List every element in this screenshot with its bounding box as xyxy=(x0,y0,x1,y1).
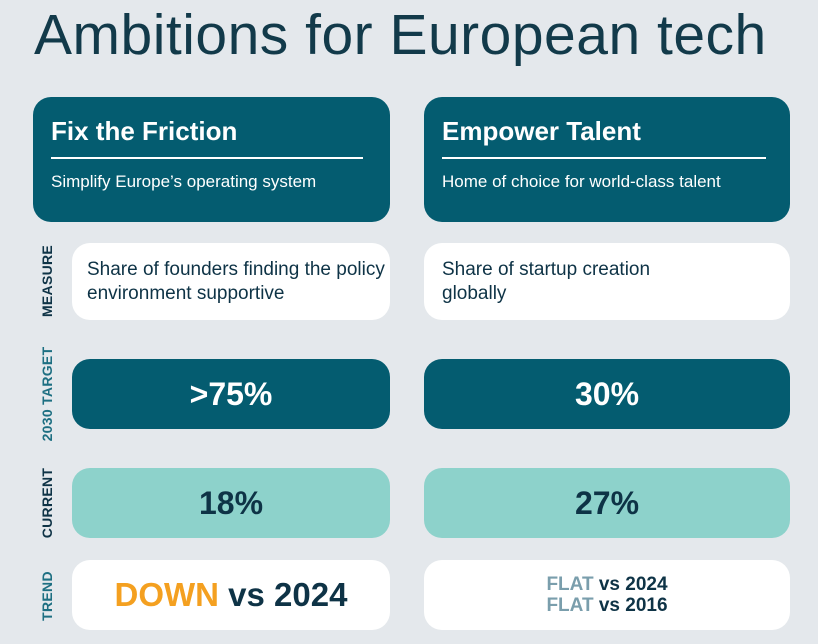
trend-comparison: vs 2024 xyxy=(593,574,668,595)
row-label-trend: TREND xyxy=(39,571,55,621)
trend-line: DOWN vs 2024 xyxy=(115,576,348,614)
row-label-target: 2030 TARGET xyxy=(39,346,55,442)
current-card: 18% xyxy=(72,468,390,538)
target-card: 30% xyxy=(424,359,790,429)
target-card: >75% xyxy=(72,359,390,429)
pillar-header-fix-the-friction: Fix the Friction Simplify Europe’s opera… xyxy=(33,97,390,222)
pillar-heading: Fix the Friction xyxy=(51,116,238,146)
trend-status: FLAT xyxy=(546,574,594,595)
target-value: >75% xyxy=(189,375,273,412)
row-label-current: CURRENT xyxy=(39,467,55,539)
trend-line: FLAT vs 2024 xyxy=(546,574,667,595)
divider xyxy=(442,157,766,159)
divider xyxy=(51,157,363,159)
current-value: 18% xyxy=(198,484,264,521)
pillar-header-empower-talent: Empower Talent Home of choice for world-… xyxy=(424,97,790,222)
current-value: 27% xyxy=(574,484,640,521)
page-title: Ambitions for European tech xyxy=(34,3,767,67)
trend-comparison: vs 2024 xyxy=(219,576,348,613)
trend-comparison: vs 2016 xyxy=(593,595,668,616)
trend-status: DOWN xyxy=(114,576,219,613)
measure-text: Share of startup creation globally xyxy=(442,259,651,304)
measure-card: Share of startup creation globally xyxy=(424,243,790,320)
current-card: 27% xyxy=(424,468,790,538)
pillar-subheading: Simplify Europe’s operating system xyxy=(51,172,317,191)
trend-line: FLAT vs 2016 xyxy=(546,595,667,616)
pillar-subheading: Home of choice for world-class talent xyxy=(442,172,721,191)
target-value: 30% xyxy=(574,375,640,412)
trend-card: DOWN vs 2024 xyxy=(72,560,390,630)
trend-status: FLAT xyxy=(546,595,594,616)
measure-card: Share of founders finding the policy env… xyxy=(72,243,390,320)
pillar-heading: Empower Talent xyxy=(442,116,641,146)
measure-text: Share of founders finding the policy env… xyxy=(87,259,385,304)
row-label-measure: MEASURE xyxy=(39,244,55,318)
trend-card: FLAT vs 2024 FLAT vs 2016 xyxy=(424,560,790,630)
